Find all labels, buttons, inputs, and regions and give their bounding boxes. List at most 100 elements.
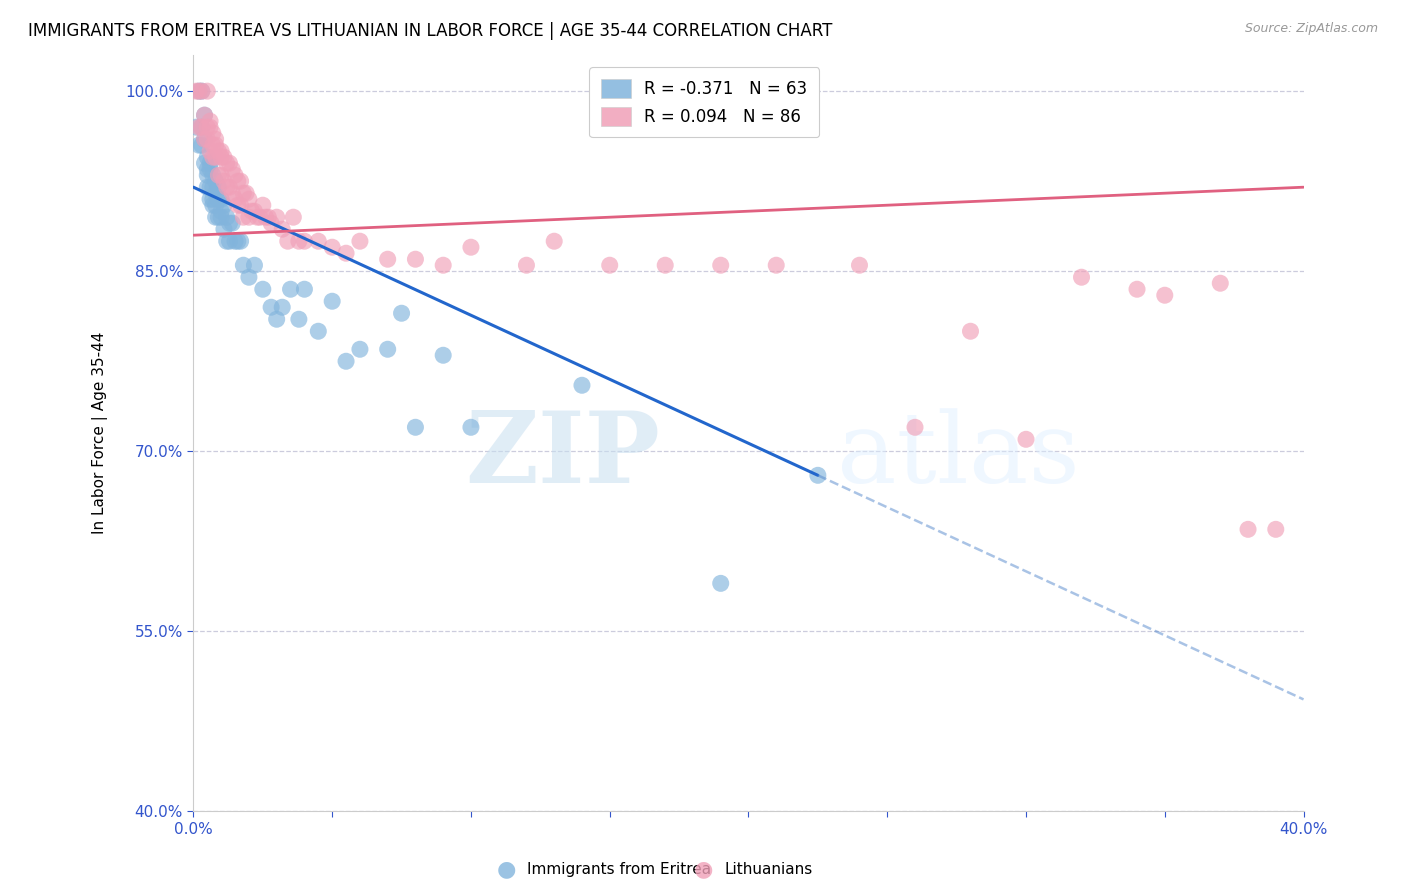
Point: [224, 168, 246, 182]
Point: [190, 84, 212, 98]
Point: [1015, 432, 1038, 446]
Point: [188, 120, 211, 135]
Point: [515, 258, 537, 272]
Point: [215, 234, 238, 248]
Point: [307, 324, 329, 338]
Point: [209, 150, 232, 164]
Point: [240, 204, 263, 219]
Point: [218, 234, 240, 248]
Point: [271, 300, 294, 314]
Point: [195, 168, 218, 182]
Point: [229, 198, 252, 212]
Point: [198, 120, 221, 135]
Point: [224, 192, 246, 206]
Point: [201, 192, 224, 206]
Point: [195, 132, 218, 146]
Point: [190, 120, 212, 135]
Point: [280, 282, 302, 296]
Point: [349, 234, 371, 248]
Text: Source: ZipAtlas.com: Source: ZipAtlas.com: [1244, 22, 1378, 36]
Point: [1237, 522, 1260, 536]
Point: [215, 156, 238, 170]
Point: [266, 211, 288, 225]
Point: [288, 234, 311, 248]
Point: [571, 378, 593, 392]
Point: [807, 468, 830, 483]
Point: [307, 234, 329, 248]
Point: [190, 120, 212, 135]
Text: atlas: atlas: [838, 408, 1080, 504]
Point: [207, 168, 229, 182]
Point: [243, 204, 266, 219]
Point: [198, 144, 221, 158]
Point: [377, 252, 399, 267]
Point: [321, 294, 343, 309]
Point: [212, 150, 235, 164]
Point: [193, 132, 215, 146]
Point: [195, 120, 218, 135]
Point: [249, 211, 271, 225]
Point: [198, 162, 221, 177]
Point: [201, 198, 224, 212]
Point: [226, 198, 249, 212]
Point: [1070, 270, 1092, 285]
Point: [266, 312, 288, 326]
Legend: R = -0.371   N = 63, R = 0.094   N = 86: R = -0.371 N = 63, R = 0.094 N = 86: [589, 67, 818, 137]
Point: [1126, 282, 1149, 296]
Point: [294, 282, 316, 296]
Point: [188, 84, 211, 98]
Point: [252, 282, 274, 296]
Point: [1403, 576, 1406, 591]
Point: [543, 234, 565, 248]
Point: [195, 150, 218, 164]
Point: [224, 234, 246, 248]
Point: [710, 258, 733, 272]
Point: [235, 186, 257, 201]
Point: [218, 156, 240, 170]
Point: [193, 132, 215, 146]
Point: [848, 258, 870, 272]
Point: [201, 150, 224, 164]
Point: [1320, 636, 1343, 650]
Point: [294, 234, 316, 248]
Point: [710, 576, 733, 591]
Point: [221, 186, 243, 201]
Point: [204, 211, 226, 225]
Point: [209, 144, 232, 158]
Point: [1153, 288, 1175, 302]
Point: [221, 216, 243, 230]
Point: [212, 198, 235, 212]
Point: [190, 138, 212, 153]
Point: [204, 198, 226, 212]
Point: [229, 174, 252, 188]
Point: [238, 192, 260, 206]
Point: [204, 150, 226, 164]
Point: [321, 240, 343, 254]
Point: [226, 234, 249, 248]
Point: [204, 132, 226, 146]
Point: [1348, 594, 1371, 608]
Point: [198, 192, 221, 206]
Point: [204, 138, 226, 153]
Point: [599, 258, 621, 272]
Point: [188, 84, 211, 98]
Point: [404, 252, 426, 267]
Point: [654, 258, 676, 272]
Point: [254, 211, 277, 225]
Point: [209, 192, 232, 206]
Point: [252, 198, 274, 212]
Text: IMMIGRANTS FROM ERITREA VS LITHUANIAN IN LABOR FORCE | AGE 35-44 CORRELATION CHA: IMMIGRANTS FROM ERITREA VS LITHUANIAN IN…: [28, 22, 832, 40]
Point: [201, 168, 224, 182]
Point: [335, 354, 357, 368]
Point: [283, 211, 305, 225]
Text: Lithuanians: Lithuanians: [724, 863, 813, 877]
Text: ●: ●: [496, 860, 516, 880]
Point: [243, 258, 266, 272]
Point: [221, 162, 243, 177]
Point: [209, 211, 232, 225]
Point: [193, 156, 215, 170]
Point: [198, 180, 221, 194]
Point: [377, 343, 399, 357]
Point: [288, 312, 311, 326]
Point: [188, 138, 211, 153]
